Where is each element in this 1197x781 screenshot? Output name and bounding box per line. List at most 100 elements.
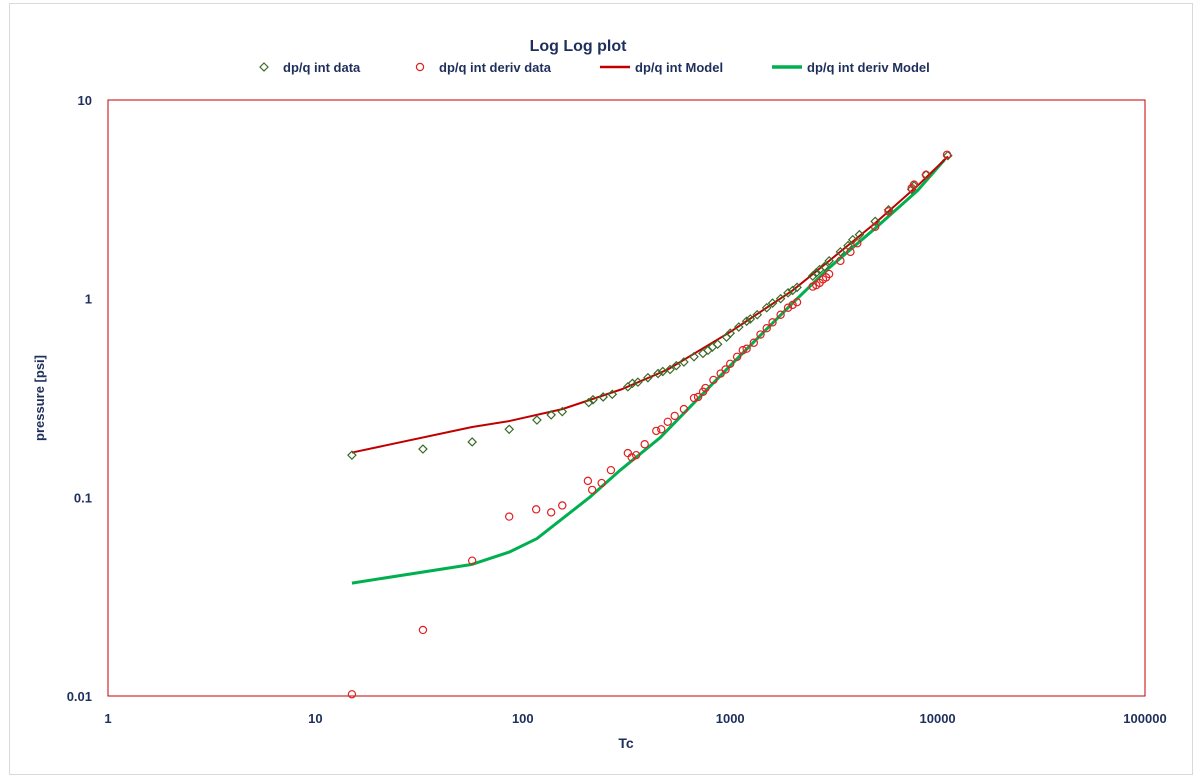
data-point (531, 505, 541, 514)
data-point (557, 406, 568, 417)
data-point (732, 352, 742, 361)
data-point (835, 247, 846, 257)
data-point (909, 180, 919, 189)
series-marks (347, 150, 953, 699)
data-point (762, 324, 771, 333)
data-point (792, 297, 802, 307)
data-point (819, 261, 830, 272)
data-point (347, 450, 357, 461)
series-dp-q-int-deriv-data (347, 150, 952, 699)
data-point (607, 389, 618, 400)
data-point (783, 303, 793, 312)
legend-item: dp/q int deriv Model (772, 60, 930, 75)
data-point (742, 344, 751, 353)
data-point (870, 216, 881, 227)
data-point (657, 366, 668, 377)
data-point (665, 364, 675, 375)
data-point (627, 453, 636, 462)
data-point (558, 501, 567, 510)
chart-frame (9, 3, 1193, 775)
data-point (701, 383, 710, 393)
chart-title: Log Log plot (530, 38, 628, 55)
x-tick-label: 10 (308, 711, 322, 726)
data-point (783, 287, 793, 298)
data-point (583, 476, 593, 486)
legend-label: dp/q int deriv Model (807, 60, 930, 75)
data-point (657, 425, 666, 434)
data-point (807, 271, 818, 281)
data-point (670, 411, 679, 421)
data-point (663, 417, 672, 426)
data-point (347, 690, 357, 699)
data-point (504, 424, 515, 435)
x-tick-label: 100 (512, 711, 534, 726)
legend-circle-icon (415, 62, 425, 72)
data-point (623, 448, 633, 458)
data-point (749, 338, 759, 347)
y-tick-label: 10 (78, 93, 92, 108)
data-point (532, 415, 542, 425)
data-point (847, 234, 858, 245)
series-dp-q-int-data (347, 150, 953, 461)
data-point (693, 392, 703, 402)
legend-item: dp/q int Model (600, 60, 723, 75)
data-point (942, 150, 952, 159)
data-point (418, 444, 428, 454)
data-point (598, 392, 608, 402)
series-dp-q-int-model (351, 155, 949, 454)
data-point (776, 310, 785, 319)
legend-label: dp/q int Model (635, 60, 723, 75)
data-point (884, 207, 893, 216)
data-point (671, 360, 682, 371)
data-point (811, 267, 822, 278)
axis-ticks: 1 10 100 1000 10000 100000 0.01 0.1 1 10 (67, 93, 1167, 726)
legend-label: dp/q int data (283, 60, 361, 75)
data-point (725, 328, 736, 339)
x-tick-label: 100000 (1123, 711, 1166, 726)
legend: dp/q int data dp/q int deriv data dp/q int… (259, 60, 930, 75)
legend-label: dp/q int deriv data (439, 60, 552, 75)
data-point (689, 393, 699, 403)
x-axis-label: Tc (618, 735, 634, 751)
data-point (741, 316, 752, 327)
legend-item: dp/q int deriv data (415, 60, 552, 75)
data-point (587, 485, 597, 495)
data-point (761, 302, 772, 313)
data-point (756, 330, 765, 339)
data-point (792, 282, 802, 293)
x-tick-label: 1000 (716, 711, 745, 726)
data-point (633, 377, 643, 387)
data-point (653, 368, 663, 379)
data-point (870, 222, 880, 232)
data-point (788, 300, 797, 310)
data-point (716, 369, 725, 378)
plot-area (107, 99, 1146, 697)
model-line (351, 155, 949, 454)
data-point (745, 314, 756, 324)
legend-item: dp/q int data (259, 60, 361, 75)
data-point (546, 508, 556, 517)
data-point (712, 339, 723, 350)
data-point (854, 229, 865, 240)
data-point (824, 256, 835, 266)
data-point (643, 372, 653, 383)
data-point (775, 293, 786, 304)
y-tick-label: 1 (85, 292, 92, 307)
data-point (733, 322, 744, 332)
data-point (689, 351, 699, 362)
data-point (467, 556, 477, 565)
model-line (351, 158, 946, 585)
data-point (824, 269, 834, 279)
data-point (652, 426, 661, 436)
data-point (588, 394, 598, 405)
data-point (640, 440, 649, 449)
data-point (597, 478, 606, 488)
data-point (546, 410, 557, 420)
data-point (631, 450, 641, 460)
x-tick-label: 1 (104, 711, 111, 726)
y-axis-label: pressure [psi] (32, 355, 47, 441)
data-point (721, 365, 730, 374)
y-tick-label: 0.1 (74, 490, 92, 505)
data-point (752, 309, 763, 320)
